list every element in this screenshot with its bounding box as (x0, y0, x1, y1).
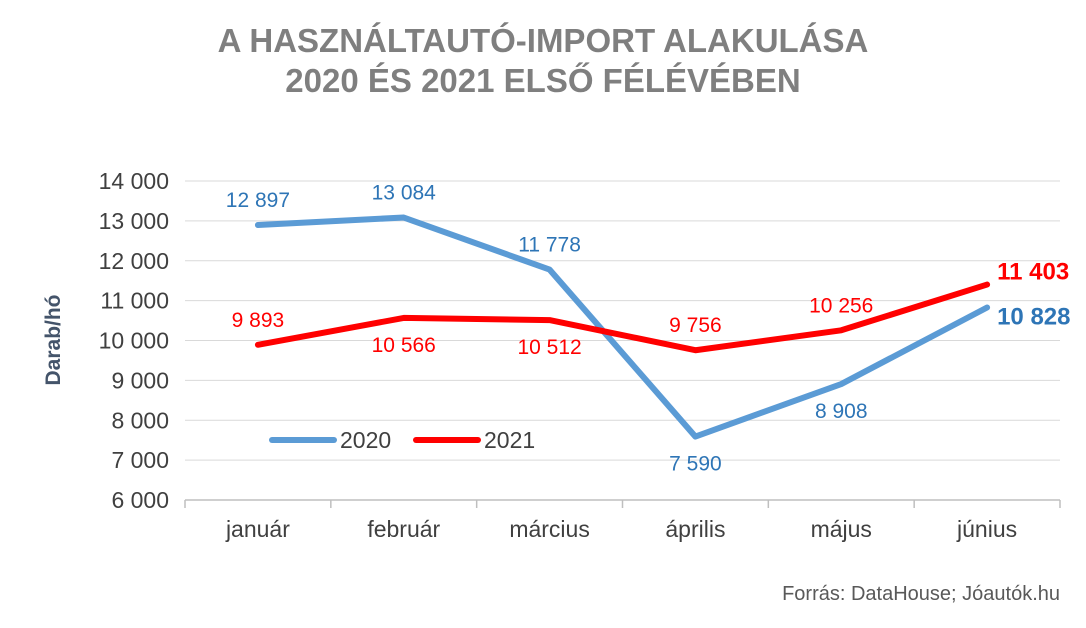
data-label-2020: 12 897 (226, 189, 290, 212)
data-label-2021: 10 566 (372, 334, 436, 357)
data-label-2020: 13 084 (372, 182, 437, 205)
y-tick-label: 14 000 (99, 168, 169, 194)
y-tick-label: 7 000 (111, 447, 169, 473)
x-tick-label: január (225, 516, 290, 542)
series-line-2020 (254, 214, 991, 440)
y-axis: 6 000 7 000 8 000 9 000 10 000 11 000 12 000 13… (99, 168, 169, 513)
legend-label-2021: 2021 (484, 427, 535, 453)
legend-label-2020: 2020 (340, 427, 391, 453)
y-tick-label: 9 000 (111, 367, 169, 393)
data-label-2020: 10 828 (997, 303, 1070, 330)
y-tick-label: 10 000 (99, 328, 169, 354)
y-tick-label: 11 000 (100, 288, 169, 314)
data-label-2020: 11 778 (518, 234, 581, 257)
y-tick-label: 12 000 (99, 248, 169, 274)
x-tick-label: március (509, 516, 590, 542)
x-axis: január február március április május június (184, 499, 1061, 542)
x-tick-label: február (367, 516, 440, 542)
series-lines (254, 214, 991, 440)
data-label-2021: 9 756 (669, 314, 722, 337)
data-label-2021: 10 512 (517, 336, 581, 359)
x-tick-label: május (811, 516, 872, 542)
y-tick-label: 8 000 (111, 407, 169, 433)
series-line-2021 (254, 281, 991, 354)
data-label-2021: 9 893 (232, 309, 285, 332)
data-label-2021: 10 256 (809, 294, 873, 317)
y-tick-label: 6 000 (111, 487, 169, 513)
x-tick-label: április (665, 516, 725, 542)
data-label-2021: 11 403 (997, 259, 1069, 286)
source-note: Forrás: DataHouse; Jóautók.hu (782, 583, 1060, 605)
chart-title-line-2: 2020 ÉS 2021 ELSŐ FÉLÉVÉBEN (285, 62, 800, 99)
data-labels: 12 897 13 084 11 778 7 590 8 908 10 828 9 893 1… (226, 182, 1071, 476)
legend: 2020 2021 (269, 427, 535, 453)
data-label-2020: 7 590 (669, 453, 722, 476)
y-axis-label: Darab/hó (42, 294, 65, 385)
chart-title-line-1: A HASZNÁLTAUTÓ-IMPORT ALAKULÁSA (218, 22, 869, 59)
y-tick-label: 13 000 (99, 208, 169, 234)
x-tick-label: június (956, 516, 1017, 542)
data-label-2020: 8 908 (815, 400, 868, 423)
